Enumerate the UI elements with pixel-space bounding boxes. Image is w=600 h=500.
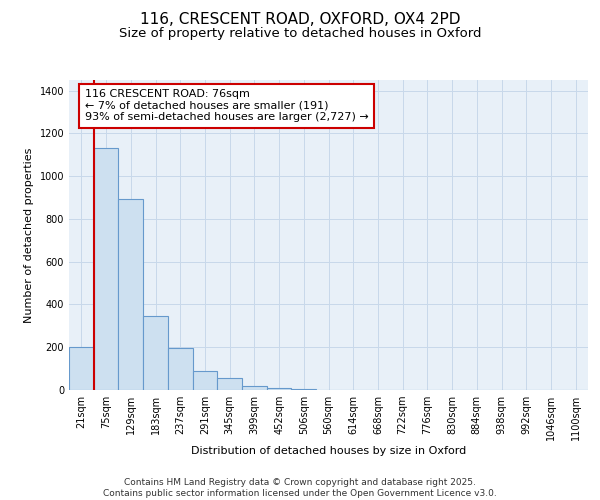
Bar — [292, 389, 316, 390]
Bar — [94, 148, 118, 390]
Bar — [118, 199, 143, 390]
Bar — [69, 347, 94, 390]
X-axis label: Distribution of detached houses by size in Oxford: Distribution of detached houses by size … — [191, 446, 466, 456]
Bar — [267, 388, 292, 390]
Text: Size of property relative to detached houses in Oxford: Size of property relative to detached ho… — [119, 28, 481, 40]
Y-axis label: Number of detached properties: Number of detached properties — [24, 148, 34, 322]
Bar — [143, 316, 168, 390]
Text: 116, CRESCENT ROAD, OXFORD, OX4 2PD: 116, CRESCENT ROAD, OXFORD, OX4 2PD — [140, 12, 460, 28]
Text: Contains HM Land Registry data © Crown copyright and database right 2025.
Contai: Contains HM Land Registry data © Crown c… — [103, 478, 497, 498]
Bar — [193, 371, 217, 390]
Bar — [242, 386, 267, 390]
Bar — [168, 348, 193, 390]
Bar — [217, 378, 242, 390]
Text: 116 CRESCENT ROAD: 76sqm
← 7% of detached houses are smaller (191)
93% of semi-d: 116 CRESCENT ROAD: 76sqm ← 7% of detache… — [85, 90, 368, 122]
